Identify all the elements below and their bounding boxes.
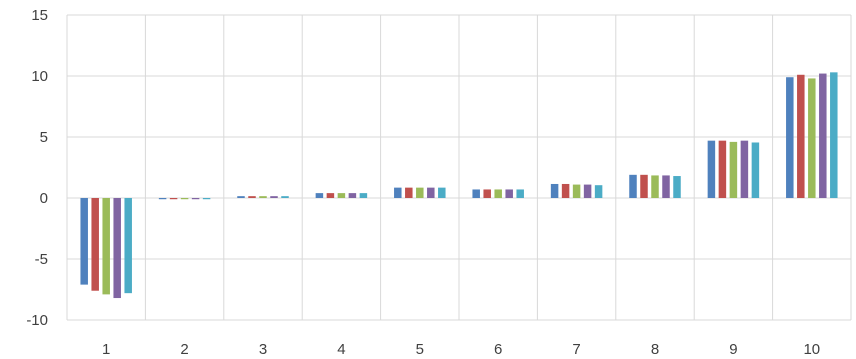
bar-series5-cat5 [438, 187, 446, 198]
bar-series4-cat8 [662, 175, 670, 198]
bar-series4-cat5 [427, 187, 435, 198]
bar-series4-cat2 [191, 198, 200, 200]
x-tick-label: 5 [416, 341, 424, 358]
x-tick-label: 3 [259, 341, 267, 358]
x-tick-label: 6 [494, 341, 502, 358]
bar-series3-cat4 [337, 193, 346, 198]
bar-series3-cat6 [494, 189, 502, 198]
bar-series1-cat2 [158, 198, 167, 200]
bar-series3-cat5 [416, 187, 424, 198]
bar-series2-cat8 [640, 174, 648, 198]
bar-series2-cat9 [718, 140, 727, 198]
bar-series2-cat4 [326, 193, 335, 198]
x-tick-label: 10 [803, 341, 820, 358]
y-tick-label: 0 [40, 190, 48, 207]
bar-series4-cat3 [270, 196, 278, 198]
x-tick-label: 7 [572, 341, 580, 358]
y-tick-label: -5 [35, 251, 48, 268]
bar-series1-cat5 [394, 187, 402, 198]
bar-series3-cat1 [102, 198, 110, 295]
bar-series5-cat1 [124, 198, 132, 294]
bar-series1-cat8 [629, 174, 637, 198]
y-axis-labels: -10 -5 0 5 10 15 [26, 7, 48, 329]
bar-series3-cat10 [808, 78, 816, 198]
y-tick-label: -10 [26, 312, 48, 329]
x-tick-label: 8 [651, 341, 659, 358]
y-tick-label: 10 [31, 68, 48, 85]
bar-series4-cat7 [583, 184, 592, 198]
y-tick-label: 5 [40, 129, 48, 146]
bar-series2-cat6 [483, 189, 491, 198]
bar-series1-cat10 [786, 77, 794, 198]
bar-series3-cat7 [572, 184, 581, 198]
bar-series5-cat9 [751, 142, 760, 198]
bar-series2-cat5 [405, 187, 413, 198]
x-axis-labels: 1 2 3 4 5 6 7 8 9 10 [102, 341, 820, 358]
bar-series5-cat10 [830, 72, 838, 198]
x-tick-label: 9 [729, 341, 737, 358]
bar-series4-cat6 [505, 189, 513, 198]
x-tick-label: 2 [180, 341, 188, 358]
x-tick-label: 1 [102, 341, 110, 358]
x-tick-label: 4 [337, 341, 345, 358]
bars [80, 72, 838, 299]
bar-series3-cat3 [259, 196, 267, 198]
bar-series4-cat4 [348, 193, 357, 198]
bar-series2-cat3 [248, 196, 256, 198]
bar-series5-cat4 [359, 193, 368, 198]
y-tick-label: 15 [31, 7, 48, 24]
bar-series4-cat1 [113, 198, 121, 299]
bar-series3-cat8 [651, 175, 659, 198]
bar-series4-cat9 [740, 140, 749, 198]
bar-series2-cat10 [797, 74, 805, 198]
bar-series1-cat9 [707, 140, 716, 198]
bar-series3-cat9 [729, 141, 738, 198]
bar-series2-cat7 [561, 183, 570, 198]
bar-series2-cat1 [91, 198, 99, 291]
bar-series5-cat2 [202, 198, 211, 200]
bar-series2-cat2 [169, 198, 178, 200]
bar-series5-cat8 [673, 176, 681, 198]
bar-series1-cat7 [550, 183, 559, 198]
bar-series1-cat3 [237, 196, 245, 198]
bar-series5-cat6 [516, 189, 524, 198]
bar-series1-cat6 [472, 189, 480, 198]
bar-series5-cat3 [281, 196, 289, 198]
bar-series5-cat7 [594, 185, 603, 198]
bar-series3-cat2 [180, 198, 189, 200]
bar-series1-cat4 [315, 193, 324, 198]
bar-series4-cat10 [819, 73, 827, 198]
bar-series1-cat1 [80, 198, 88, 285]
